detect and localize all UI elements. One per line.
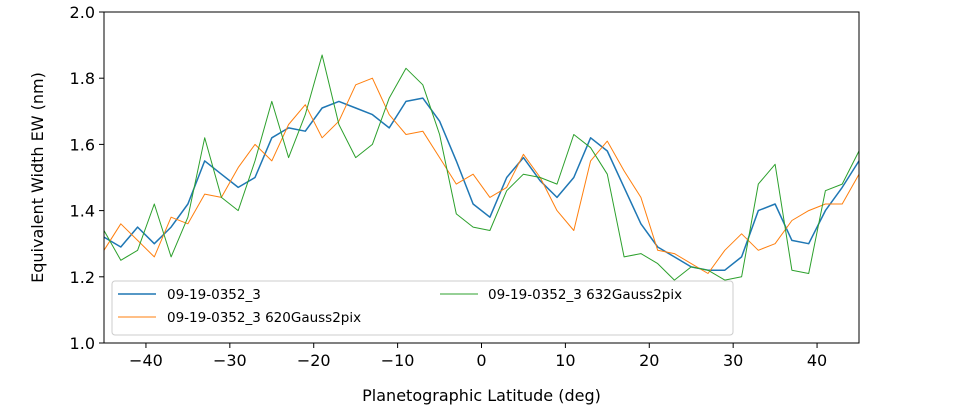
x-tick-label: −20 — [297, 351, 331, 370]
x-axis-ticks: −40 −30 −20 −10 0 10 20 30 40 — [129, 343, 827, 370]
series-layer — [103, 54, 860, 281]
legend-label-series-1: 09-19-0352_3 — [167, 287, 261, 303]
legend: 09-19-0352_3 09-19-0352_3 620Gauss2pix 0… — [111, 280, 734, 336]
x-tick-label: 40 — [807, 351, 827, 370]
y-axis-label: Equivalent Width EW (nm) — [28, 72, 47, 283]
y-tick-label: 2.0 — [70, 3, 95, 22]
x-tick-label: −30 — [213, 351, 247, 370]
legend-label-series-3: 09-19-0352_3 632Gauss2pix — [488, 287, 682, 303]
x-axis-label: Planetographic Latitude (deg) — [362, 386, 601, 405]
y-axis-ticks: 1.0 1.2 1.4 1.6 1.8 2.0 — [70, 3, 104, 353]
y-tick-label: 1.2 — [70, 268, 95, 287]
legend-label-series-2: 09-19-0352_3 620Gauss2pix — [167, 310, 361, 326]
x-tick-label: 30 — [723, 351, 743, 370]
x-tick-label: −10 — [381, 351, 415, 370]
legend-box — [111, 280, 734, 336]
y-tick-label: 1.4 — [70, 202, 95, 221]
series-line-3 — [103, 54, 860, 281]
y-tick-label: 1.8 — [70, 69, 95, 88]
series-line-1 — [103, 97, 860, 271]
x-tick-label: 20 — [639, 351, 659, 370]
x-tick-label: −40 — [129, 351, 163, 370]
y-tick-label: 1.6 — [70, 135, 95, 154]
series-line-2 — [103, 77, 860, 274]
x-tick-label: 10 — [555, 351, 575, 370]
x-tick-label: 0 — [476, 351, 486, 370]
y-tick-label: 1.0 — [70, 334, 95, 353]
